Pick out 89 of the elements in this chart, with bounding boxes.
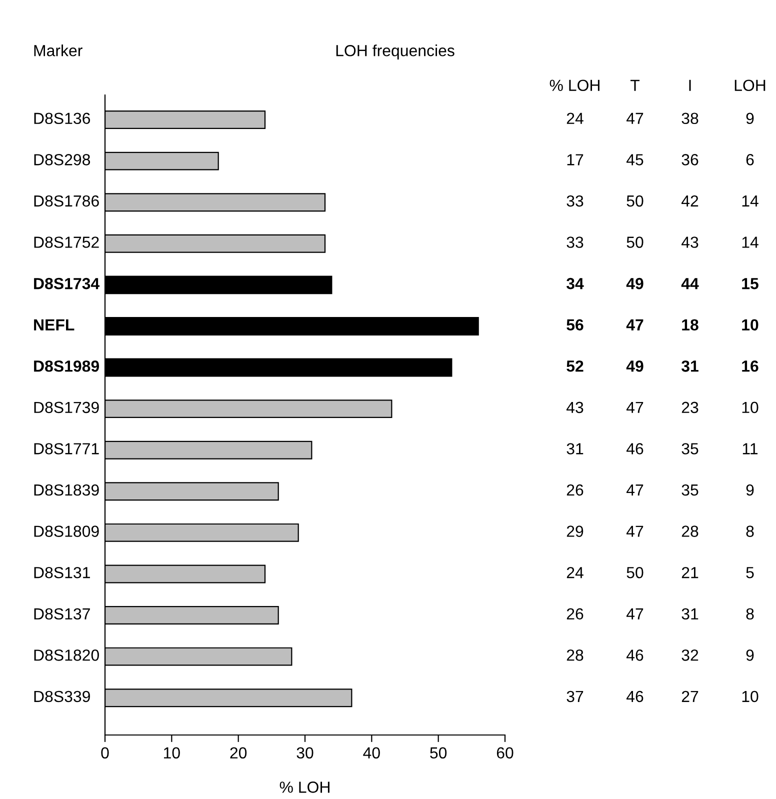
text: 47 <box>626 608 644 620</box>
text: 14 <box>742 195 758 206</box>
text: 10 <box>742 402 758 414</box>
data-label: 52 <box>566 360 584 372</box>
x-tick-label: 10 <box>164 747 180 759</box>
data-label: 24 <box>566 112 584 124</box>
y-tick-label: D8S339 <box>34 690 90 702</box>
data-label: 31 <box>566 443 584 454</box>
text: 42 <box>681 195 698 206</box>
chart-title: LOH frequencies <box>336 44 454 60</box>
text: 50 <box>626 566 644 578</box>
x-tick-label: 30 <box>296 747 314 759</box>
text: 47 <box>626 319 644 330</box>
text: 35 <box>682 484 698 496</box>
y-tick-label: D8S1989 <box>34 360 100 372</box>
text: 38 <box>682 112 698 124</box>
data-label: 29 <box>566 526 584 537</box>
text: 9 <box>746 650 754 661</box>
text: 47 <box>626 112 644 124</box>
text: 32 <box>682 650 698 661</box>
text: 47 <box>626 526 644 537</box>
text: T <box>630 80 640 91</box>
text: 9 <box>746 112 754 124</box>
text: LOH <box>734 80 766 92</box>
text: 9 <box>746 484 754 496</box>
y-axis-title: Marker <box>34 44 82 56</box>
data-label: 33 <box>566 195 584 207</box>
y-tick-label: D8S1734 <box>34 278 100 290</box>
y-tick-label: D8S1786 <box>34 195 99 207</box>
x-tick-label: 50 <box>430 747 447 759</box>
data-label: 43 <box>566 402 584 414</box>
text: 45 <box>626 154 644 166</box>
x-tick-label: 0 <box>101 747 109 759</box>
text: I <box>689 80 691 91</box>
text: 10 <box>742 319 758 331</box>
data-label: 26 <box>566 608 584 620</box>
text: 49 <box>626 360 644 372</box>
y-tick-label: D8S1809 <box>34 526 99 537</box>
text: 31 <box>681 360 698 372</box>
y-tick-label: NEFL <box>34 319 74 330</box>
text: 49 <box>626 278 644 290</box>
text: 10 <box>742 690 758 702</box>
text: 47 <box>626 402 644 413</box>
y-tick-label: D8S137 <box>34 608 90 620</box>
y-tick-label: D8S1820 <box>34 650 99 661</box>
text: % LOH <box>550 80 600 92</box>
text: 31 <box>682 608 698 620</box>
data-label: 34 <box>566 278 584 290</box>
text: 5 <box>746 567 754 578</box>
text: 15 <box>742 278 758 290</box>
x-tick-label: 20 <box>230 747 247 759</box>
x-axis-title: % LOH <box>280 782 330 793</box>
y-tick-label: D8S1739 <box>34 402 99 414</box>
y-tick-label: D8S131 <box>34 566 90 578</box>
data-label: 33 <box>566 236 584 248</box>
text: 8 <box>746 608 754 620</box>
y-tick-label: D8S136 <box>34 112 90 124</box>
data-label: 56 <box>566 319 584 331</box>
text: 27 <box>682 690 698 702</box>
text: 11 <box>742 443 758 454</box>
text: 28 <box>682 526 698 537</box>
y-tick-label: D8S298 <box>34 154 90 166</box>
data-label: 28 <box>566 650 584 661</box>
text: 43 <box>681 236 698 248</box>
text: 18 <box>682 319 698 331</box>
text: 16 <box>742 360 758 372</box>
text: 50 <box>626 236 644 248</box>
text: 14 <box>742 236 758 248</box>
data-label: 24 <box>566 566 584 578</box>
x-tick-label: 60 <box>496 747 514 759</box>
y-tick-label: D8S1752 <box>34 236 99 248</box>
x-tick-label: 40 <box>363 747 380 759</box>
data-label: 17 <box>567 154 584 166</box>
text: 44 <box>681 278 699 290</box>
text: 23 <box>682 402 698 414</box>
text: 8 <box>746 526 754 537</box>
text: 46 <box>626 650 644 661</box>
y-tick-label: D8S1839 <box>34 484 99 496</box>
data-label: 26 <box>566 484 584 496</box>
text: 6 <box>746 154 754 166</box>
text: 50 <box>626 195 644 207</box>
data-label: 37 <box>566 690 584 702</box>
text: 21 <box>682 566 698 578</box>
text: 35 <box>682 443 698 454</box>
text: 36 <box>682 154 698 166</box>
text: 46 <box>626 443 644 454</box>
text: 46 <box>626 690 644 702</box>
y-tick-label: D8S1771 <box>34 443 99 454</box>
text: 47 <box>626 484 644 496</box>
